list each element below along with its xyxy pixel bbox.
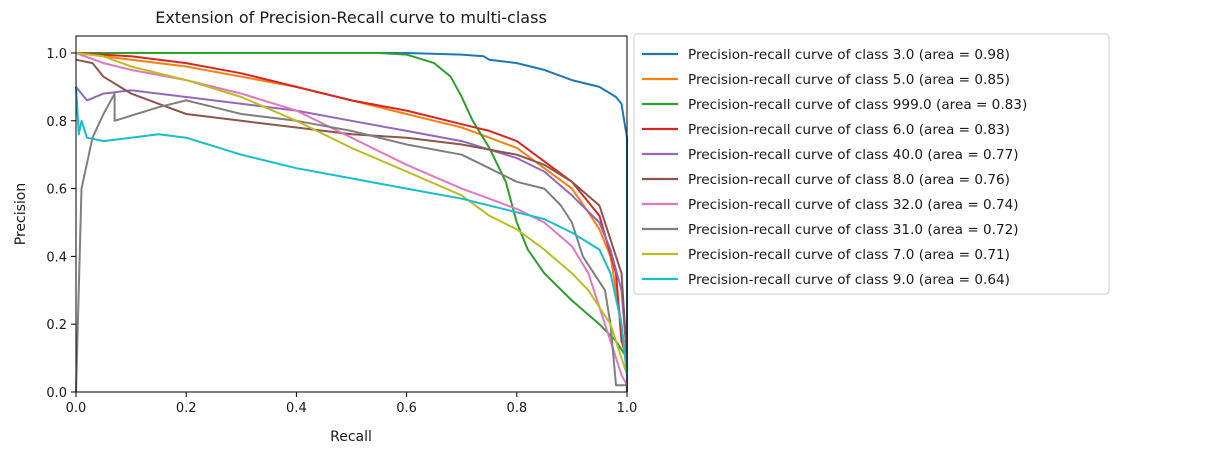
x-tick-label: 0.0 (66, 401, 87, 416)
x-tick-label: 0.6 (396, 401, 417, 416)
y-axis-ticks: 0.0 0.2 0.4 0.6 0.8 1.0 (46, 47, 76, 401)
series-line-3 (75, 52, 628, 359)
legend-label-1: Precision-recall curve of class 5.0 (are… (688, 72, 1010, 88)
legend-frame (633, 33, 1110, 295)
curves-group (75, 52, 628, 393)
y-axis-label: Precision (13, 183, 29, 245)
axes-frame (75, 35, 628, 393)
x-tick-label: 1.0 (617, 401, 638, 416)
legend-label-8: Precision-recall curve of class 7.0 (are… (688, 247, 1010, 263)
series-line-9 (75, 86, 628, 376)
x-axis-label: Recall (330, 429, 372, 445)
x-tick-label: 0.8 (506, 401, 527, 416)
legend-label-6: Precision-recall curve of class 32.0 (ar… (688, 197, 1019, 213)
x-tick-label: 0.4 (286, 401, 307, 416)
plot-area (75, 35, 628, 393)
series-line-1 (75, 52, 628, 376)
series-line-2 (76, 52, 628, 359)
chart-title: Extension of Precision-Recall curve to m… (155, 8, 547, 27)
series-line-4 (75, 86, 628, 359)
y-tick-label: 0.0 (46, 386, 67, 401)
legend-items: Precision-recall curve of class 3.0 (are… (642, 47, 1027, 288)
legend-label-3: Precision-recall curve of class 6.0 (are… (688, 122, 1010, 138)
series-line-5 (75, 58, 628, 359)
legend: Precision-recall curve of class 3.0 (are… (633, 33, 1110, 295)
y-tick-label: 0.6 (46, 183, 67, 198)
series-line-8 (75, 52, 628, 376)
legend-label-4: Precision-recall curve of class 40.0 (ar… (688, 147, 1019, 163)
legend-label-2: Precision-recall curve of class 999.0 (a… (688, 97, 1027, 113)
y-tick-label: 0.4 (46, 250, 67, 265)
x-tick-label: 0.2 (176, 401, 197, 416)
legend-label-0: Precision-recall curve of class 3.0 (are… (688, 47, 1010, 63)
y-tick-label: 1.0 (46, 47, 67, 62)
y-tick-label: 0.2 (46, 318, 67, 333)
legend-label-9: Precision-recall curve of class 9.0 (are… (688, 272, 1010, 288)
legend-label-7: Precision-recall curve of class 31.0 (ar… (688, 222, 1019, 238)
y-tick-label: 0.8 (46, 115, 67, 130)
legend-label-5: Precision-recall curve of class 8.0 (are… (688, 172, 1010, 188)
x-axis-ticks: 0.0 0.2 0.4 0.6 0.8 1.0 (66, 392, 638, 416)
series-line-7 (75, 92, 627, 393)
